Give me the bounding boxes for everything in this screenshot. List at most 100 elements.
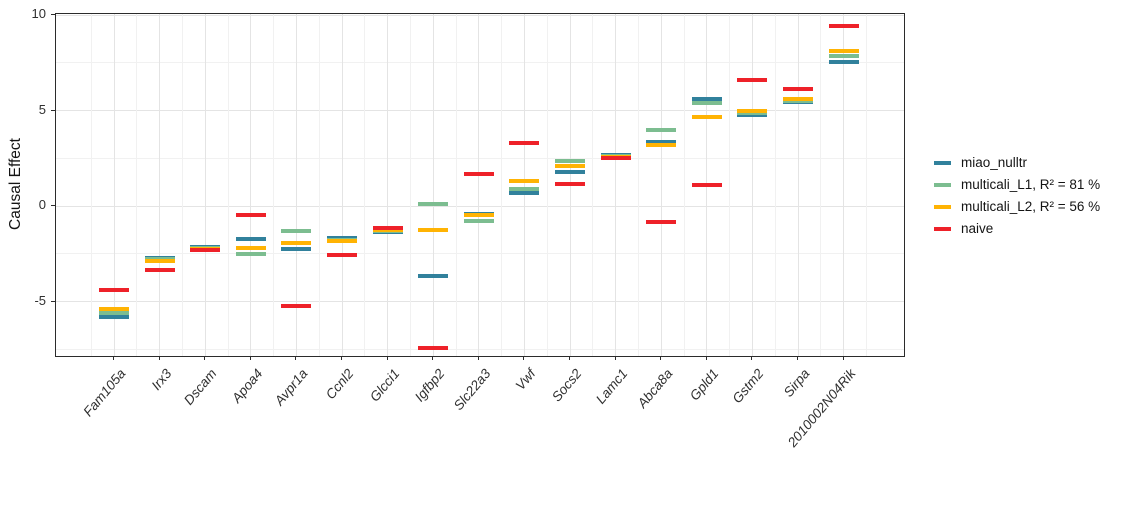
legend-label: naive	[961, 221, 994, 236]
data-mark	[327, 252, 357, 257]
gridline-minor-x	[592, 14, 594, 356]
y-axis-title: Causal Effect	[7, 138, 24, 230]
x-tick	[386, 356, 388, 360]
gridline-minor-x	[409, 14, 411, 356]
gridline-major-x	[204, 14, 206, 356]
gridline-minor-y	[56, 253, 904, 255]
x-tick	[249, 356, 251, 360]
x-tick	[295, 356, 297, 360]
x-tick	[660, 356, 662, 360]
data-mark	[509, 190, 540, 195]
gridline-major-x	[751, 14, 753, 356]
data-mark	[646, 140, 677, 144]
x-tick	[432, 356, 434, 360]
data-mark	[646, 142, 677, 147]
gridline-minor-x	[181, 14, 183, 356]
gridline-major-x	[250, 14, 252, 356]
data-mark	[327, 239, 357, 244]
data-mark	[555, 163, 585, 168]
data-mark	[463, 212, 494, 217]
data-mark	[737, 77, 768, 82]
y-tick	[51, 300, 55, 302]
data-mark	[828, 24, 859, 29]
data-mark	[281, 241, 312, 246]
gridline-major-x	[341, 14, 343, 356]
data-mark	[463, 219, 494, 224]
data-mark	[509, 186, 540, 191]
data-mark	[828, 59, 859, 64]
data-mark	[646, 220, 677, 225]
data-mark	[190, 247, 221, 252]
data-mark	[691, 97, 722, 102]
gridline-minor-x	[546, 14, 548, 356]
x-tick	[204, 356, 206, 360]
gridline-major-y	[56, 205, 904, 207]
data-mark	[646, 127, 677, 132]
legend-label: miao_nulltr	[961, 155, 1028, 170]
legend-label: multicali_L2, R² = 56 %	[961, 199, 1101, 214]
legend-swatch	[934, 227, 951, 231]
gridline-major-x	[660, 14, 662, 356]
gridline-major-x	[615, 14, 617, 356]
gridline-major-x	[387, 14, 389, 356]
data-mark	[691, 115, 722, 120]
gridline-major-x	[843, 14, 845, 356]
data-mark	[281, 228, 312, 233]
x-tick	[705, 356, 707, 360]
gridline-minor-y	[56, 62, 904, 64]
y-tick	[51, 205, 55, 206]
data-mark	[691, 100, 722, 105]
data-mark	[828, 54, 859, 59]
legend-swatch	[934, 205, 951, 209]
plot-panel	[55, 13, 905, 357]
gridline-minor-x	[90, 14, 92, 356]
gridline-major-x	[113, 14, 115, 356]
y-tick-label: 10	[31, 6, 46, 21]
data-mark	[555, 182, 585, 187]
y-tick	[51, 14, 55, 15]
data-mark	[418, 273, 449, 278]
data-mark	[783, 86, 813, 91]
gridline-major-x	[523, 14, 525, 356]
legend-item: multicali_L2, R² = 56 %	[934, 196, 1100, 218]
gridline-major-x	[432, 14, 434, 356]
data-mark	[281, 246, 312, 251]
legend-swatch	[934, 161, 951, 165]
data-mark	[372, 225, 403, 230]
legend-item: miao_nulltr	[934, 152, 1100, 174]
legend: miao_nulltr multicali_L1, R² = 81 % multic…	[934, 152, 1100, 240]
y-tick-label: 0	[38, 197, 46, 212]
gridline-minor-x	[820, 14, 822, 356]
data-mark	[555, 169, 585, 174]
data-mark	[783, 97, 813, 102]
gridline-minor-x	[455, 14, 457, 356]
data-mark	[418, 227, 449, 232]
data-mark	[691, 182, 722, 187]
x-tick	[477, 356, 479, 360]
gridline-major-y	[56, 301, 904, 302]
gridline-major-x	[159, 14, 161, 356]
data-mark	[99, 310, 129, 315]
data-mark	[235, 237, 266, 242]
data-mark	[99, 307, 129, 312]
gridline-minor-x	[273, 14, 275, 356]
data-mark	[99, 314, 129, 319]
legend-label: multicali_L1, R² = 81 %	[961, 177, 1101, 192]
x-tick	[842, 356, 844, 360]
data-mark	[281, 304, 312, 309]
y-tick-label: 5	[38, 101, 46, 117]
gridline-minor-x	[227, 14, 229, 356]
x-tick	[113, 356, 114, 360]
data-mark	[555, 159, 585, 164]
x-tick	[341, 356, 342, 360]
data-mark	[235, 246, 266, 251]
gridline-major-x	[797, 14, 799, 356]
gridline-minor-x	[683, 14, 685, 356]
x-tick	[523, 356, 525, 360]
data-mark	[99, 288, 129, 293]
data-mark	[463, 172, 494, 177]
gridline-minor-x	[729, 14, 731, 356]
data-mark	[235, 212, 266, 217]
gridline-minor-x	[318, 14, 320, 356]
